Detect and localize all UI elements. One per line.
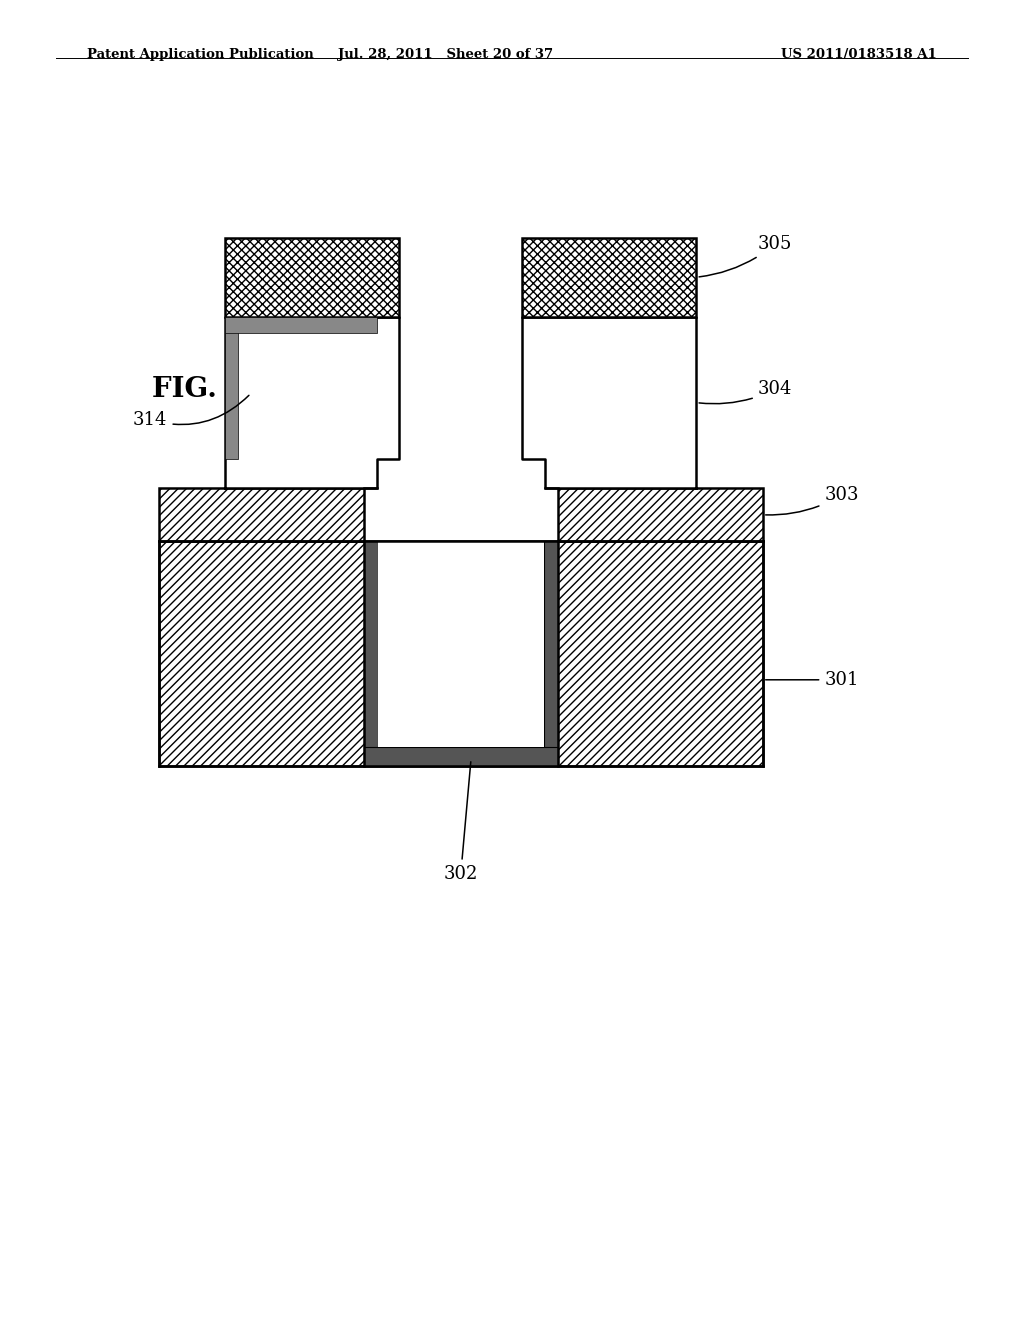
Text: 301: 301: [766, 671, 859, 689]
Bar: [544, 541, 558, 766]
Bar: [522, 317, 696, 488]
Bar: [225, 317, 239, 459]
Text: FIG. 2H: FIG. 2H: [152, 376, 271, 403]
Text: 302: 302: [443, 762, 478, 883]
Bar: [225, 317, 377, 334]
Bar: [364, 541, 378, 766]
Bar: [364, 541, 558, 766]
Text: Patent Application Publication: Patent Application Publication: [87, 48, 313, 61]
Bar: [364, 747, 558, 766]
Bar: [225, 317, 399, 488]
Bar: [558, 488, 763, 541]
Bar: [159, 541, 763, 766]
Bar: [364, 541, 558, 766]
Text: 303: 303: [766, 486, 859, 515]
Bar: [225, 238, 399, 317]
Bar: [236, 330, 367, 446]
Text: 304: 304: [699, 380, 793, 404]
Text: US 2011/0183518 A1: US 2011/0183518 A1: [781, 48, 937, 61]
Text: 314: 314: [133, 395, 249, 429]
Text: Jul. 28, 2011   Sheet 20 of 37: Jul. 28, 2011 Sheet 20 of 37: [338, 48, 553, 61]
Bar: [378, 541, 544, 747]
Text: 305: 305: [699, 235, 793, 277]
Bar: [522, 238, 696, 317]
Bar: [377, 459, 400, 488]
Bar: [521, 459, 545, 488]
Bar: [159, 488, 364, 541]
